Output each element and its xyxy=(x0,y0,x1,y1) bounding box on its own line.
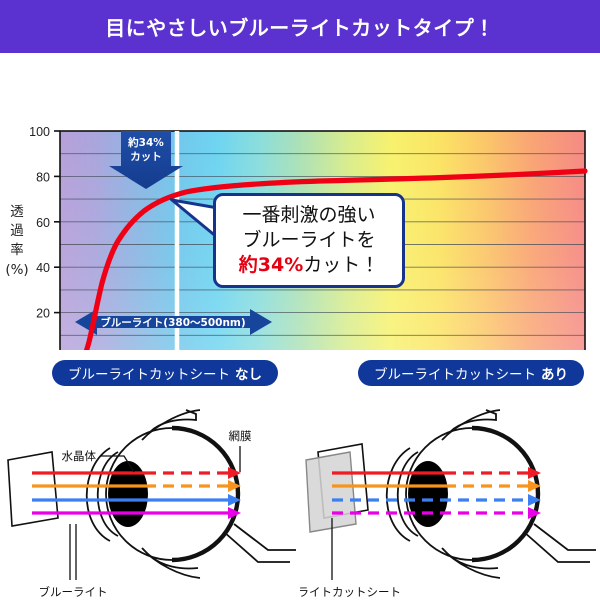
badge-without-sheet-suffix: なし xyxy=(235,367,262,383)
cut-arrow-shape xyxy=(109,131,183,189)
label-retina: 網膜 xyxy=(229,429,252,443)
header-banner: 目にやさしいブルーライトカットタイプ！ xyxy=(0,0,600,53)
blue-light-range-arrow-shape xyxy=(75,309,272,335)
label-blue-light: ブルーライト xyxy=(39,585,108,599)
callout-line-3-rest: カット！ xyxy=(303,254,380,277)
eye-lens xyxy=(408,461,448,527)
blue-ray-arrowhead xyxy=(528,494,541,506)
blue-light-range-annotation: ブルーライト(380〜500nm) xyxy=(75,309,272,335)
red-ray-arrowhead xyxy=(228,467,241,479)
page-title: 目にやさしいブルーライトカットタイプ！ xyxy=(105,16,495,40)
eyeball-outline xyxy=(85,409,296,579)
transmittance-chart: 100 80 60 40 20 0 透 過 率 (%) 350 450 800 … xyxy=(0,53,600,350)
y-axis-title: 透 過 率 (%) xyxy=(5,204,28,278)
y-tick-labels: 100 80 60 40 20 0 xyxy=(29,125,50,321)
y-tick-20: 20 xyxy=(36,307,50,321)
y-tick-40: 40 xyxy=(36,261,50,275)
label-lens: 水晶体 xyxy=(62,449,97,463)
red-ray-arrowhead xyxy=(528,467,541,479)
light-rays xyxy=(32,467,241,519)
callout-line-2: ブルーライトを xyxy=(242,228,376,251)
light-rays xyxy=(332,467,541,519)
y-tick-100: 100 xyxy=(29,125,50,139)
eye-diagrams-section: ブルーライトカットシート なし xyxy=(0,350,600,604)
badge-with-sheet-suffix: あり xyxy=(541,367,568,383)
transmittance-curve xyxy=(83,168,588,350)
orange-ray-arrowhead xyxy=(528,480,541,492)
cut-arrow-label-2: カット xyxy=(130,151,162,163)
callout-accent-text: 約34% xyxy=(238,254,304,277)
blue-light-range-label: ブルーライト(380〜500nm) xyxy=(100,316,245,329)
callout-balloon: 一番刺激の強い ブルーライトを 約34%カット！ xyxy=(213,193,405,288)
y-axis-title-char-1: 透 xyxy=(10,204,24,220)
label-leader-lines xyxy=(69,446,241,580)
blue-ray-arrowhead xyxy=(228,494,241,506)
magenta-ray-arrowhead xyxy=(228,507,241,519)
magenta-ray-arrowhead xyxy=(528,507,541,519)
badge-with-sheet-main: ブルーライトカットシート xyxy=(374,367,536,383)
callout-pointer-shape xyxy=(170,198,220,242)
orange-ray-arrowhead xyxy=(228,480,241,492)
y-tick-60: 60 xyxy=(36,216,50,230)
diagram-with-sheet: ブルーライトカットシート あり xyxy=(300,350,600,604)
callout-line-3: 約34%カット！ xyxy=(239,253,380,278)
y-axis-title-char-3: 率 xyxy=(10,242,24,258)
badge-with-sheet: ブルーライトカットシート あり xyxy=(358,360,584,386)
badge-without-sheet-main: ブルーライトカットシート xyxy=(68,367,230,383)
plot-frame xyxy=(59,130,586,350)
eye-lens xyxy=(108,461,148,527)
eye-diagram-without-sheet-canvas: 水晶体 網膜 ブルーライト xyxy=(7,409,296,599)
transmittance-curve-path xyxy=(83,168,588,350)
cut-arrow-label-1: 約34% xyxy=(127,136,164,149)
y-axis-ticks xyxy=(54,130,60,314)
light-source-panel xyxy=(7,451,59,527)
eyeball-outline xyxy=(385,409,596,579)
cut-arrow-annotation: 約34% カット xyxy=(109,131,183,189)
blue-light-cut-sheet xyxy=(305,451,357,533)
y-axis-title-char-2: 過 xyxy=(10,223,24,239)
badge-without-sheet: ブルーライトカットシート なし xyxy=(52,360,278,386)
y-tick-80: 80 xyxy=(36,170,50,184)
diagram-without-sheet: ブルーライトカットシート なし xyxy=(0,350,300,604)
eye-diagram-with-sheet-canvas: ブルーライトカットシート xyxy=(300,409,596,599)
callout-line-1: 一番刺激の強い xyxy=(242,203,376,226)
label-blue-light-cut-sheet: ブルーライトカットシート xyxy=(300,585,401,599)
y-axis-title-char-4: (%) xyxy=(5,262,28,278)
